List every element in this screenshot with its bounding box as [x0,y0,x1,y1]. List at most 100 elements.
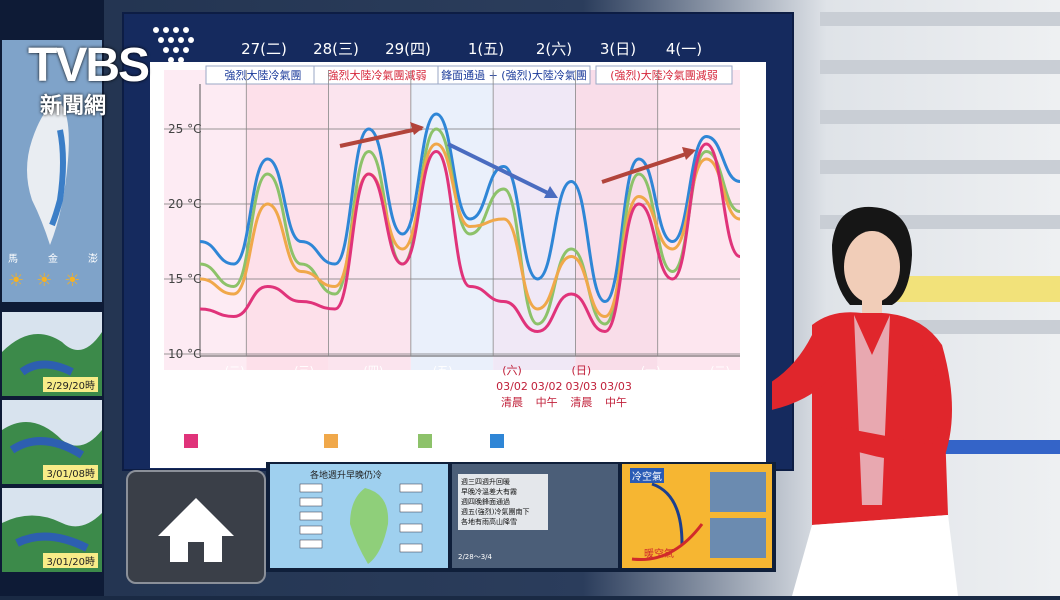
day-band [328,70,411,370]
left-panel: 馬 金 澎 ☀ ☀ ☀ 2/29/20時 3/01/08時 3/01/20時 [0,0,104,596]
thumb-title: 各地週升早晚仍冷 [310,471,383,481]
x-time-label: 中午 [258,396,280,409]
day-header: 4(一) [666,40,702,58]
x-date-label: 03/01 [461,380,493,393]
x-time-label: 中午 [674,396,696,409]
legend-label: 中部 [436,434,464,450]
arrow-head-icon [682,147,696,160]
phase-label: 強烈大陸冷氣團 [225,68,302,82]
y-tick-label: 15 °C [168,272,201,286]
sun-icons: ☀ ☀ ☀ [8,270,80,291]
x-date-label: 02/29 [357,380,389,393]
legend-label: 南部 [508,434,536,450]
trend-arrow [339,126,423,148]
island-label: 馬 [8,254,18,265]
summary-line: 週四晚鋒面通過 [461,498,510,506]
weather-icon-row: 馬 金 澎 [8,250,98,265]
radar-thumbnail[interactable]: 3/01/20時 [2,488,102,572]
temperature-chart: 27(二) 28(三) 29(四) 1(五) 2(六) 3(日) 4(一) 強烈大陸冷氣團 強… [124,14,792,469]
thumb-date: 3/01/20時 [43,553,98,568]
cold-air-label: 冷空氣 [630,468,664,483]
x-date-label: 03/04 [669,380,701,393]
bottom-thumbnail-strip: 各地週升早晚仍冷 週三四週升回暖 早晚冷溫差大有霧 週四晚鋒面通過 週五(強烈)… [266,462,776,572]
phase-label: (強烈)大陸冷氣團減弱 [610,68,718,82]
legend-label: 花東、澎 [342,434,398,450]
y-tick-label: 20 °C [168,197,201,211]
sun-icon: ☀ [64,270,81,291]
x-date-label: 02/28 [323,380,355,393]
logo-subtitle: 新聞網 [40,94,107,119]
series-line [199,112,741,304]
thumb-date: 2/29/20時 [43,377,98,392]
x-date-label: 03/02 [496,380,528,393]
radar-thumbnail[interactable]: 3/01/08時 [2,400,102,484]
day-band [575,70,658,370]
summary-line: 週五(強烈)冷氣團南下 [461,508,530,516]
temperature-map-thumbnail[interactable]: 各地週升早晚仍冷 [270,464,448,568]
x-date-label: 03/03 [600,380,632,393]
phase-label: 強烈大陸冷氣團減弱 [328,68,427,82]
summary-date: 2/28～3/4 [458,553,492,561]
x-time-label: 清晨 [432,396,454,409]
y-tick-label: 10 °C [168,347,201,361]
x-weekday-label: (二) [710,364,730,377]
summary-line: 早晚冷溫差大有霧 [461,488,517,496]
presenter [712,205,962,596]
home-button[interactable] [126,470,266,584]
weather-summary-thumbnail[interactable]: 週三四週升回暖 早晚冷溫差大有霧 週四晚鋒面通過 週五(強烈)冷氣團南下 各地有… [452,464,618,568]
x-time-label: 中午 [328,396,350,409]
day-header: 2(六) [536,40,572,58]
summary-line: 週三四週升回暖 [461,478,510,486]
warm-air-label: 暖空氣 [644,549,674,560]
x-date-label: 03/02 [531,380,563,393]
x-time-label: 清晨 [501,396,523,409]
trend-arrows [339,122,696,198]
air-mass-thumbnail[interactable]: 冷空氣 暖空氣 [622,464,772,568]
x-date-label: 02/27 [253,380,285,393]
x-date-label: 03/04 [635,380,667,393]
x-time-label: 清晨 [362,396,384,409]
summary-card: 週三四週升回暖 早晚冷溫差大有霧 週四晚鋒面通過 週五(強烈)冷氣團南下 各地有… [458,474,548,530]
x-time-label: 清晨 [224,396,246,409]
phase-label-box [595,65,733,85]
x-date-label: 02/27 [219,380,251,393]
series-line [199,142,741,319]
x-time-label: 清晨 [570,396,592,409]
day-header: 27(二) [241,40,287,58]
radar-thumbnail[interactable]: 2/29/20時 [2,312,102,396]
legend-swatch [184,434,198,448]
x-weekday-label: (四) [364,364,384,377]
x-weekday-label: (三) [294,364,314,377]
legend-label: 北、宜、金馬 [202,434,286,450]
x-date-label: 02/26 [184,380,216,393]
day-header: 1(五) [468,40,504,58]
x-date-label: 03/01 [427,380,459,393]
x-date-label: 02/29 [392,380,424,393]
logo-wordmark: TVBS [28,39,150,92]
x-time-label: 中午 [536,396,558,409]
x-time-label: 中午 [397,396,419,409]
x-time-label: 清晨 [709,396,731,409]
series-line [199,127,741,326]
series-line [199,142,741,334]
x-weekday-label: (一) [641,364,661,377]
x-time-label: 中午 [605,396,627,409]
summary-line: 各地有雨高山降雪 [461,518,517,526]
x-weekday-label: (日) [572,364,592,377]
home-icon [158,498,234,562]
trend-arrow [447,142,555,198]
x-weekday-label: (五) [433,364,453,377]
x-time-label: 清晨 [293,396,315,409]
legend-swatch [418,434,432,448]
x-weekday-label: (六) [502,364,522,377]
day-header: 29(四) [385,40,431,58]
day-header: 28(三) [313,40,359,58]
x-time-label: 中午 [466,396,488,409]
y-tick-label: 25 °C [168,122,201,136]
phase-label-box [437,65,591,85]
sun-icon: ☀ [36,270,53,291]
x-weekday-label: (二) [225,364,245,377]
legend-swatch [324,434,338,448]
x-date-label: 03/05 [704,380,736,393]
island-label: 澎 [88,254,98,265]
